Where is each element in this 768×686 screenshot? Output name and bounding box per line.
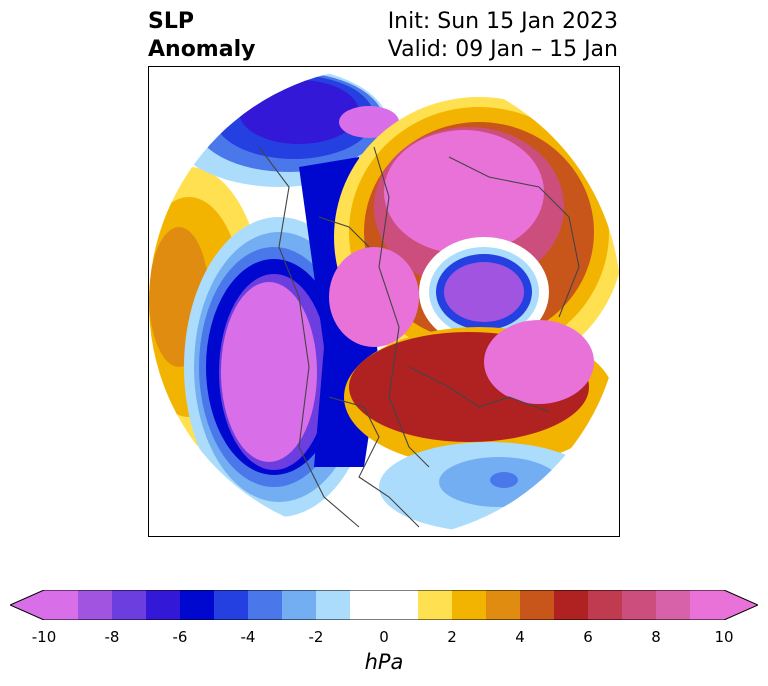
valid-range: Valid: 09 Jan – 15 Jan <box>387 37 618 62</box>
slp-anomaly-map <box>149 67 619 536</box>
colorbar-tick-label: 10 <box>714 628 734 646</box>
colorbar <box>10 590 758 620</box>
colorbar-segment <box>656 590 691 620</box>
colorbar-tick-label: -10 <box>31 628 57 646</box>
colorbar-tick-label: 8 <box>651 628 661 646</box>
colorbar-segment <box>622 590 657 620</box>
west-negative-core <box>221 282 317 462</box>
colorbar-tick-label: -6 <box>172 628 188 646</box>
anomaly-field <box>149 67 619 536</box>
colorbar-segment <box>44 590 79 620</box>
colorbar-extend-high <box>724 590 758 620</box>
map-dates: Init: Sun 15 Jan 2023 Valid: 09 Jan – 15… <box>388 8 618 64</box>
title-variable-line1: SLP <box>148 9 194 34</box>
colorbar-tick-label: -8 <box>104 628 120 646</box>
colorbar-segment <box>690 590 725 620</box>
colorbar-tick-label: 4 <box>515 628 525 646</box>
colorbar-segment <box>452 590 487 620</box>
colorbar-segment <box>180 590 215 620</box>
asia-positive-core <box>384 130 544 254</box>
colorbar-segment <box>350 590 419 620</box>
colorbar-segment <box>282 590 317 620</box>
polar-positive-core <box>329 247 419 347</box>
colorbar-segment <box>112 590 147 620</box>
colorbar-extend-low <box>10 590 44 620</box>
atlantic-positive-core <box>484 320 594 404</box>
colorbar-segment <box>316 590 351 620</box>
colorbar-units: hPa <box>364 650 404 674</box>
colorbar-segment <box>78 590 113 620</box>
colorbar-segment <box>520 590 555 620</box>
colorbar-segment <box>486 590 521 620</box>
colorbar-tick-label: -4 <box>240 628 256 646</box>
title-variable-line2: Anomaly <box>148 37 256 62</box>
colorbar-tick-label: -2 <box>308 628 324 646</box>
colorbar-segment <box>418 590 453 620</box>
colorbar-segment <box>554 590 589 620</box>
arctic-negative-core <box>444 262 524 322</box>
colorbar-tick-label: 0 <box>379 628 389 646</box>
colorbar-segment <box>214 590 249 620</box>
colorbar-segment <box>588 590 623 620</box>
map-panel <box>148 66 620 537</box>
map-title: SLP Anomaly <box>148 8 255 64</box>
colorbar-tick-label: 2 <box>447 628 457 646</box>
colorbar-tick-label: 6 <box>583 628 593 646</box>
colorbar-segments <box>10 590 758 620</box>
colorbar-segment <box>146 590 181 620</box>
colorbar-segment <box>248 590 283 620</box>
init-date: Init: Sun 15 Jan 2023 <box>387 9 618 34</box>
